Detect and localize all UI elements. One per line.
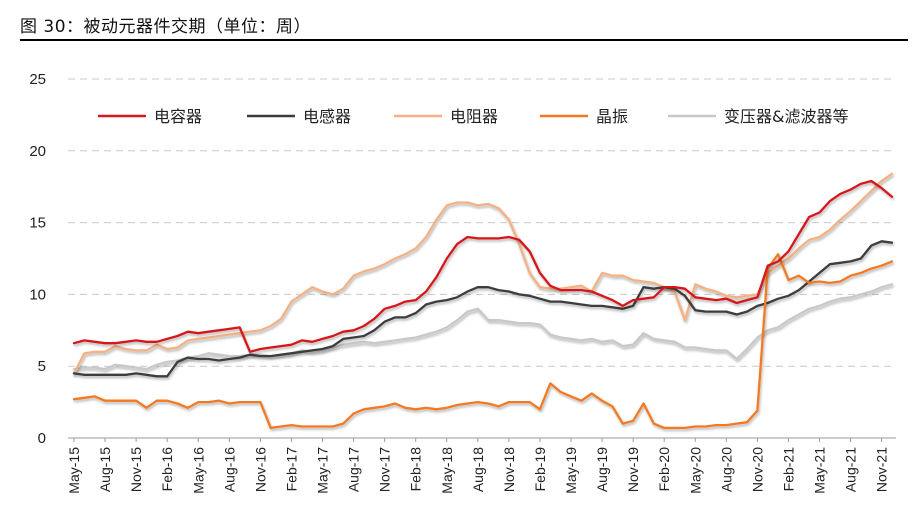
legend-label: 电容器 bbox=[154, 107, 202, 126]
x-tick-label: Feb-17 bbox=[283, 447, 299, 492]
x-tick-label: May-15 bbox=[66, 447, 82, 494]
x-tick-label: Nov-15 bbox=[128, 447, 144, 492]
title-rule bbox=[20, 39, 908, 41]
legend-label: 变压器&滤波器等 bbox=[724, 107, 848, 126]
x-tick-label: May-20 bbox=[687, 447, 703, 494]
x-axis: May-15 Aug-15 Nov-15 Feb-16 May-16 Aug-16 Nov-… bbox=[66, 437, 896, 494]
x-tick-label: Feb-18 bbox=[408, 447, 424, 492]
y-tick-label: 0 bbox=[38, 430, 46, 447]
x-tick-label: Nov-21 bbox=[874, 447, 890, 492]
x-tick-label: May-18 bbox=[439, 447, 455, 494]
x-tick-label: Nov-20 bbox=[749, 447, 765, 492]
x-tick-label: Aug-20 bbox=[718, 447, 734, 492]
series-lines bbox=[72, 172, 894, 430]
x-tick-label: Aug-15 bbox=[97, 447, 113, 492]
figure-title: 图 30：被动元器件交期（单位：周） bbox=[20, 17, 312, 37]
legend-label: 电感器 bbox=[303, 107, 351, 126]
x-tick-label: Feb-19 bbox=[532, 447, 548, 492]
y-axis-ticks: 0 5 10 15 20 25 bbox=[29, 71, 46, 447]
x-tick-label: Nov-18 bbox=[501, 447, 517, 492]
x-tick-label: May-17 bbox=[315, 447, 331, 494]
x-tick-label: May-21 bbox=[812, 447, 828, 494]
x-tick-label: Feb-16 bbox=[159, 447, 175, 492]
series-line bbox=[72, 179, 894, 353]
x-tick-label: Aug-17 bbox=[346, 447, 362, 492]
legend-label: 电阻器 bbox=[450, 107, 498, 126]
legend: 电容器 电感器 电阻器 晶振 变压器&滤波器等 bbox=[98, 107, 848, 126]
series-line bbox=[72, 253, 894, 430]
y-tick-label: 15 bbox=[29, 215, 46, 232]
x-tick-label: May-16 bbox=[190, 447, 206, 494]
y-tick-label: 5 bbox=[38, 358, 46, 375]
x-tick-label: Aug-19 bbox=[594, 447, 610, 492]
grid-lines bbox=[68, 78, 896, 367]
x-tick-label: Aug-18 bbox=[470, 447, 486, 492]
x-tick-label: Aug-16 bbox=[221, 447, 237, 492]
x-tick-label: Nov-19 bbox=[625, 447, 641, 492]
series-line bbox=[72, 172, 894, 375]
series-line bbox=[72, 283, 894, 371]
x-tick-label: Nov-17 bbox=[377, 447, 393, 492]
x-tick-label: Feb-20 bbox=[656, 447, 672, 492]
y-tick-label: 25 bbox=[29, 71, 46, 88]
y-tick-label: 10 bbox=[29, 286, 46, 303]
y-tick-label: 20 bbox=[29, 143, 46, 160]
x-tick-label: Nov-16 bbox=[252, 447, 268, 492]
legend-label: 晶振 bbox=[596, 107, 628, 126]
x-tick-label: May-19 bbox=[563, 447, 579, 494]
x-tick-label: Aug-21 bbox=[843, 447, 859, 492]
x-tick-label: Feb-21 bbox=[780, 447, 796, 492]
series-line bbox=[72, 240, 894, 378]
